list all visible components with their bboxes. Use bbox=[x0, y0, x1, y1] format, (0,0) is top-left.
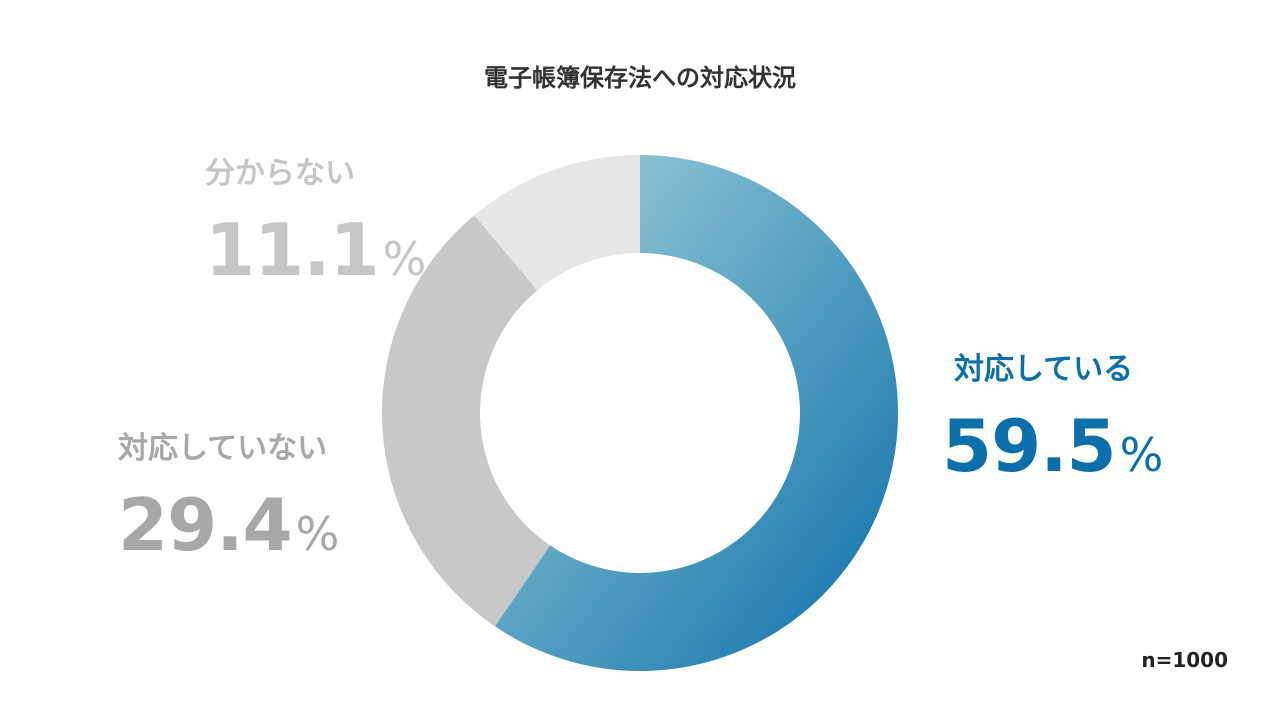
slice-unknown bbox=[474, 155, 640, 291]
slice-responding bbox=[494, 155, 898, 671]
label-responding-category: 対応している bbox=[954, 352, 1134, 387]
label-not-responding-category: 対応していない bbox=[118, 431, 328, 466]
label-not-responding-unit: % bbox=[295, 507, 340, 561]
label-responding-number: 59.5 bbox=[942, 404, 1117, 488]
label-unknown-value: 11.1% bbox=[205, 214, 427, 286]
label-not-responding-value: 29.4% bbox=[118, 489, 340, 561]
sample-size-note: n=1000 bbox=[1141, 648, 1228, 672]
label-responding-unit: % bbox=[1119, 428, 1164, 482]
label-responding-value: 59.5% bbox=[942, 410, 1164, 482]
chart-title: 電子帳簿保存法への対応状況 bbox=[484, 64, 796, 92]
label-unknown-unit: % bbox=[382, 232, 427, 286]
label-unknown: 分からない 11.1% bbox=[205, 148, 427, 286]
label-unknown-category: 分からない bbox=[205, 156, 355, 191]
label-responding: 対応している 59.5% bbox=[942, 344, 1164, 482]
label-unknown-number: 11.1 bbox=[205, 208, 380, 292]
label-not-responding: 対応していない 29.4% bbox=[118, 423, 340, 561]
label-not-responding-number: 29.4 bbox=[118, 483, 293, 567]
slice-not-responding bbox=[382, 215, 551, 627]
